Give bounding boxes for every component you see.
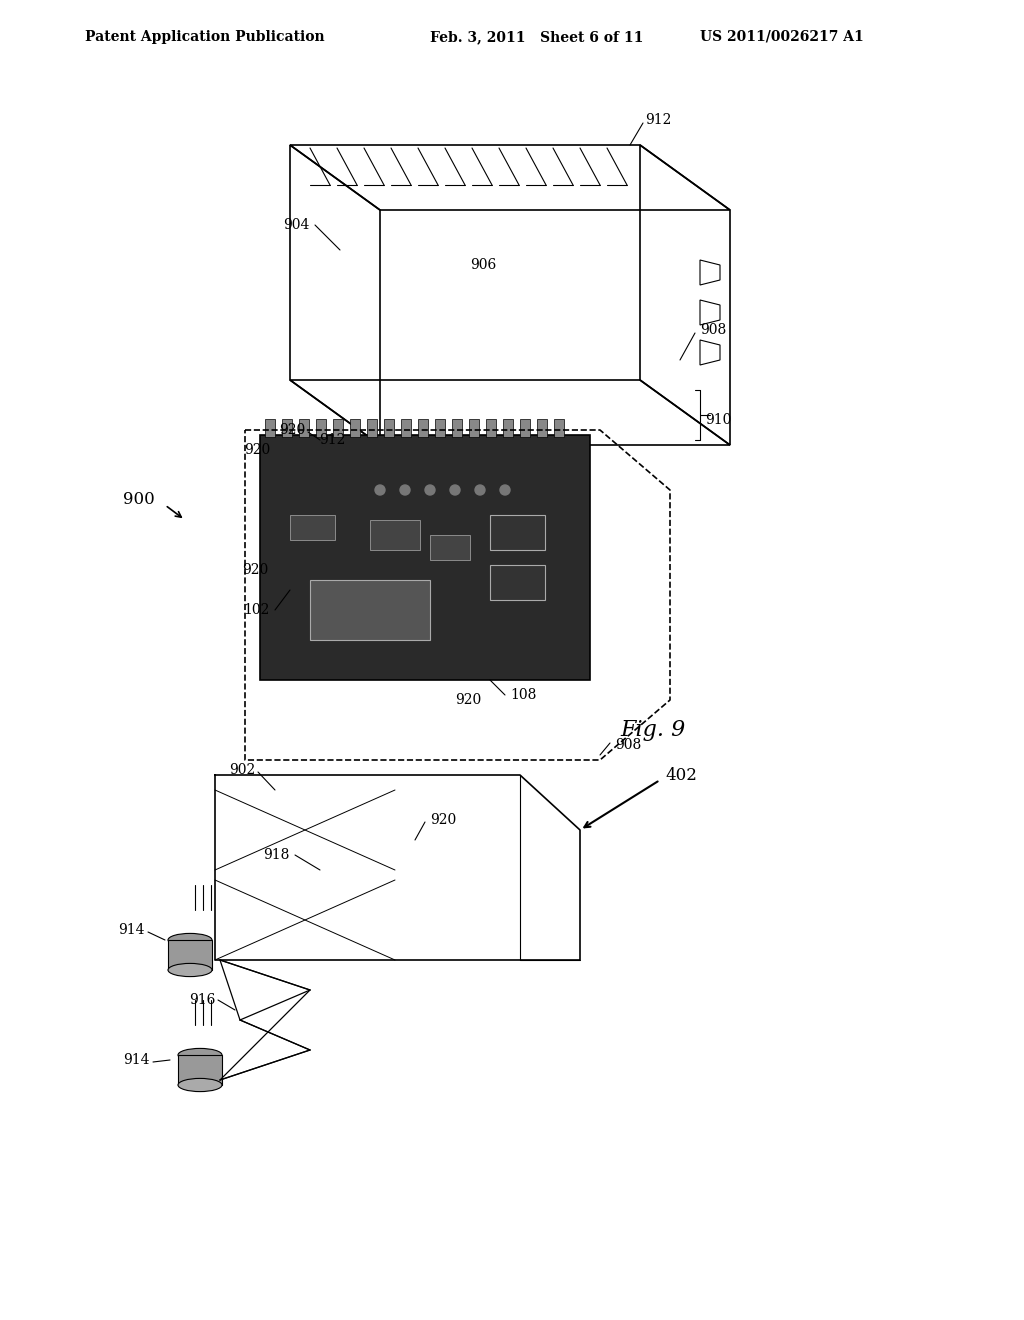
Bar bbox=[490, 565, 545, 601]
Text: 920: 920 bbox=[455, 693, 481, 708]
Bar bbox=[435, 418, 445, 437]
Bar bbox=[367, 418, 377, 437]
Bar bbox=[430, 535, 470, 560]
Text: 912: 912 bbox=[318, 433, 345, 447]
Circle shape bbox=[450, 484, 460, 495]
Text: 914: 914 bbox=[124, 1053, 150, 1067]
Circle shape bbox=[400, 484, 410, 495]
Text: Fig. 9: Fig. 9 bbox=[620, 719, 685, 741]
Text: 912: 912 bbox=[645, 114, 672, 127]
Ellipse shape bbox=[168, 964, 212, 977]
Bar bbox=[554, 418, 564, 437]
Bar bbox=[282, 418, 292, 437]
Text: Patent Application Publication: Patent Application Publication bbox=[85, 30, 325, 44]
Bar bbox=[537, 418, 547, 437]
Bar bbox=[384, 418, 394, 437]
Ellipse shape bbox=[178, 1078, 222, 1092]
Text: 920: 920 bbox=[279, 422, 305, 437]
Bar bbox=[265, 418, 275, 437]
Text: 108: 108 bbox=[510, 688, 537, 702]
FancyBboxPatch shape bbox=[260, 436, 590, 680]
Bar bbox=[469, 418, 479, 437]
Text: 920: 920 bbox=[242, 564, 268, 577]
Bar bbox=[290, 515, 335, 540]
Text: 920: 920 bbox=[244, 444, 270, 457]
Text: 902: 902 bbox=[228, 763, 255, 777]
Text: 910: 910 bbox=[705, 413, 731, 426]
Circle shape bbox=[500, 484, 510, 495]
Bar bbox=[520, 418, 530, 437]
Text: 904: 904 bbox=[284, 218, 310, 232]
Bar bbox=[299, 418, 309, 437]
Bar bbox=[168, 940, 212, 970]
Bar bbox=[490, 515, 545, 550]
Text: 916: 916 bbox=[188, 993, 215, 1007]
Text: 908: 908 bbox=[615, 738, 641, 752]
Bar bbox=[350, 418, 360, 437]
Text: US 2011/0026217 A1: US 2011/0026217 A1 bbox=[700, 30, 864, 44]
Bar bbox=[178, 1055, 222, 1085]
Text: 918: 918 bbox=[263, 847, 290, 862]
Bar bbox=[486, 418, 496, 437]
Ellipse shape bbox=[178, 1048, 222, 1061]
Text: 900: 900 bbox=[123, 491, 155, 508]
Text: 102: 102 bbox=[244, 603, 270, 616]
Ellipse shape bbox=[168, 933, 212, 946]
Bar bbox=[503, 418, 513, 437]
Text: 920: 920 bbox=[430, 813, 457, 828]
Bar bbox=[333, 418, 343, 437]
Text: 908: 908 bbox=[700, 323, 726, 337]
FancyBboxPatch shape bbox=[310, 579, 430, 640]
Bar bbox=[418, 418, 428, 437]
Bar bbox=[370, 520, 420, 550]
Bar bbox=[452, 418, 462, 437]
Circle shape bbox=[375, 484, 385, 495]
Text: 402: 402 bbox=[665, 767, 697, 784]
Circle shape bbox=[475, 484, 485, 495]
Bar bbox=[316, 418, 326, 437]
Circle shape bbox=[425, 484, 435, 495]
Text: 914: 914 bbox=[119, 923, 145, 937]
Text: Feb. 3, 2011   Sheet 6 of 11: Feb. 3, 2011 Sheet 6 of 11 bbox=[430, 30, 643, 44]
Text: 906: 906 bbox=[470, 257, 497, 272]
Bar bbox=[401, 418, 411, 437]
